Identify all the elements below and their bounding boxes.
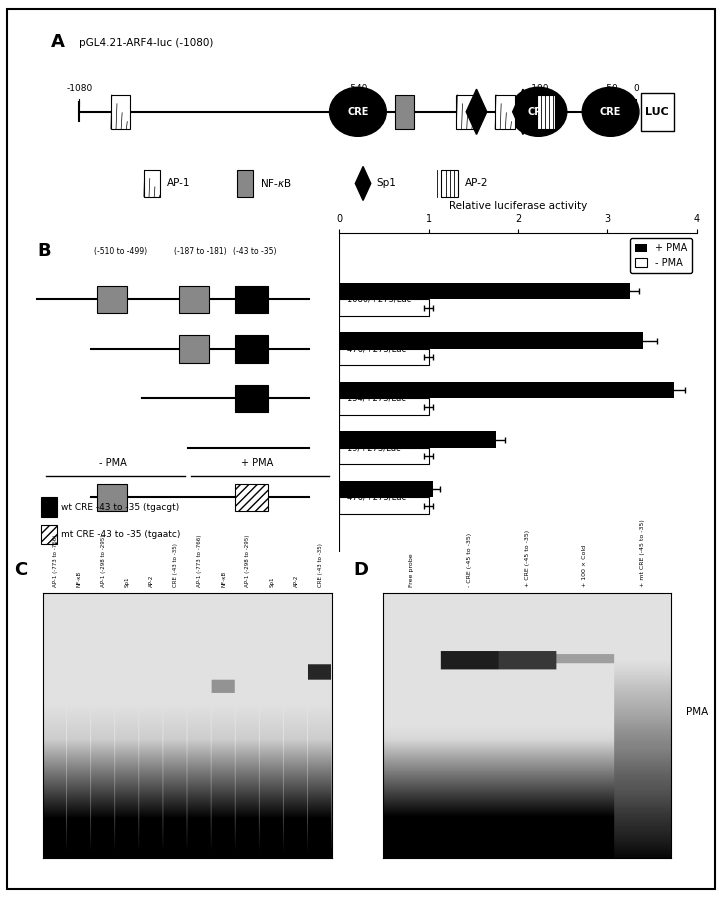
Text: -540: -540 xyxy=(348,84,368,93)
FancyBboxPatch shape xyxy=(456,95,476,128)
FancyBboxPatch shape xyxy=(235,335,268,363)
Bar xyxy=(339,399,429,415)
Ellipse shape xyxy=(329,87,386,136)
FancyBboxPatch shape xyxy=(111,95,131,128)
FancyBboxPatch shape xyxy=(235,286,268,313)
FancyBboxPatch shape xyxy=(97,286,127,313)
X-axis label: Relative luciferase activity: Relative luciferase activity xyxy=(449,201,587,211)
Text: AP-1 (-298 to -295): AP-1 (-298 to -295) xyxy=(101,535,106,587)
Text: Sp1: Sp1 xyxy=(269,577,274,587)
Text: -190: -190 xyxy=(529,84,549,93)
Bar xyxy=(339,448,429,464)
Text: AP-2: AP-2 xyxy=(149,575,154,587)
Text: + PMA: + PMA xyxy=(241,458,273,468)
Text: -154/+273/Luc: -154/+273/Luc xyxy=(344,394,406,403)
Bar xyxy=(339,480,433,497)
Polygon shape xyxy=(355,166,371,200)
Text: AP-1 (-773 to -766): AP-1 (-773 to -766) xyxy=(197,535,202,587)
Text: (-510 to -499): (-510 to -499) xyxy=(95,247,147,256)
Text: Sp1: Sp1 xyxy=(376,179,396,189)
Text: CRE (-43 to -35): CRE (-43 to -35) xyxy=(318,543,323,587)
Text: + mt CRE (-45 to -35): + mt CRE (-45 to -35) xyxy=(640,520,645,587)
Text: pGL4.21-ARF4-luc (-1080): pGL4.21-ARF4-luc (-1080) xyxy=(79,39,214,48)
FancyBboxPatch shape xyxy=(495,95,515,128)
Text: + CRE (-45 to -35): + CRE (-45 to -35) xyxy=(525,530,529,587)
Text: - CRE (-45 to -35): - CRE (-45 to -35) xyxy=(467,533,471,587)
Text: (-43 to -35): (-43 to -35) xyxy=(232,247,277,256)
Text: mt CRE -43 to -35 (tgaatc): mt CRE -43 to -35 (tgaatc) xyxy=(61,530,180,539)
Text: AP-2: AP-2 xyxy=(294,575,298,587)
FancyBboxPatch shape xyxy=(640,93,674,131)
Bar xyxy=(339,349,429,365)
Text: -1080: -1080 xyxy=(66,84,92,93)
FancyBboxPatch shape xyxy=(235,483,268,511)
Bar xyxy=(339,299,429,316)
Polygon shape xyxy=(513,89,534,135)
Text: C: C xyxy=(14,561,27,579)
Text: AP-2: AP-2 xyxy=(465,179,488,189)
Text: AP-1 (-298 to -295): AP-1 (-298 to -295) xyxy=(245,535,251,587)
Text: - PMA: - PMA xyxy=(99,458,126,468)
Text: CRE (-43 to -35): CRE (-43 to -35) xyxy=(173,543,178,587)
FancyBboxPatch shape xyxy=(144,171,160,197)
FancyBboxPatch shape xyxy=(178,286,209,313)
Bar xyxy=(339,283,630,299)
FancyBboxPatch shape xyxy=(40,497,57,516)
FancyBboxPatch shape xyxy=(395,95,414,128)
Ellipse shape xyxy=(582,87,639,136)
Text: + 100 × Cold: + 100 × Cold xyxy=(583,545,587,587)
Text: PMA: PMA xyxy=(686,707,708,717)
Bar xyxy=(339,382,674,399)
Text: Free probe: Free probe xyxy=(409,554,414,587)
Polygon shape xyxy=(466,89,487,135)
Text: LUC: LUC xyxy=(645,107,669,117)
Text: -476/+273/Luc: -476/+273/Luc xyxy=(344,493,406,502)
FancyBboxPatch shape xyxy=(537,95,555,128)
Text: (-187 to -181): (-187 to -181) xyxy=(173,247,226,256)
Text: CRE: CRE xyxy=(347,107,369,117)
FancyBboxPatch shape xyxy=(97,483,127,511)
Bar xyxy=(339,497,429,514)
Text: NF-κB: NF-κB xyxy=(222,571,226,587)
Text: A: A xyxy=(51,32,65,50)
Text: -476/+273/Luc: -476/+273/Luc xyxy=(344,345,406,354)
Text: NF-κB: NF-κB xyxy=(77,571,82,587)
Text: AP-1 (-773 to -766): AP-1 (-773 to -766) xyxy=(53,535,58,587)
FancyBboxPatch shape xyxy=(235,384,268,412)
Legend: + PMA, - PMA: + PMA, - PMA xyxy=(630,238,692,273)
Ellipse shape xyxy=(510,87,567,136)
Text: wt CRE -43 to -35 (tgacgt): wt CRE -43 to -35 (tgacgt) xyxy=(61,503,179,512)
Text: -19/+273/Luc: -19/+273/Luc xyxy=(344,444,401,453)
Text: -50: -50 xyxy=(603,84,618,93)
Text: CRE: CRE xyxy=(528,107,549,117)
FancyBboxPatch shape xyxy=(237,171,253,197)
Text: AP-1: AP-1 xyxy=(167,179,191,189)
FancyBboxPatch shape xyxy=(40,524,57,544)
Text: 0: 0 xyxy=(633,84,639,93)
Text: Sp1: Sp1 xyxy=(125,577,130,587)
Bar xyxy=(339,332,643,349)
Text: NF-$\kappa$B: NF-$\kappa$B xyxy=(260,178,292,189)
Bar xyxy=(339,431,496,448)
Text: CRE: CRE xyxy=(600,107,622,117)
Text: D: D xyxy=(354,561,369,579)
FancyBboxPatch shape xyxy=(441,171,458,197)
Text: -1080/+273/Luc: -1080/+273/Luc xyxy=(344,295,412,304)
Text: B: B xyxy=(38,242,51,260)
FancyBboxPatch shape xyxy=(178,335,209,363)
